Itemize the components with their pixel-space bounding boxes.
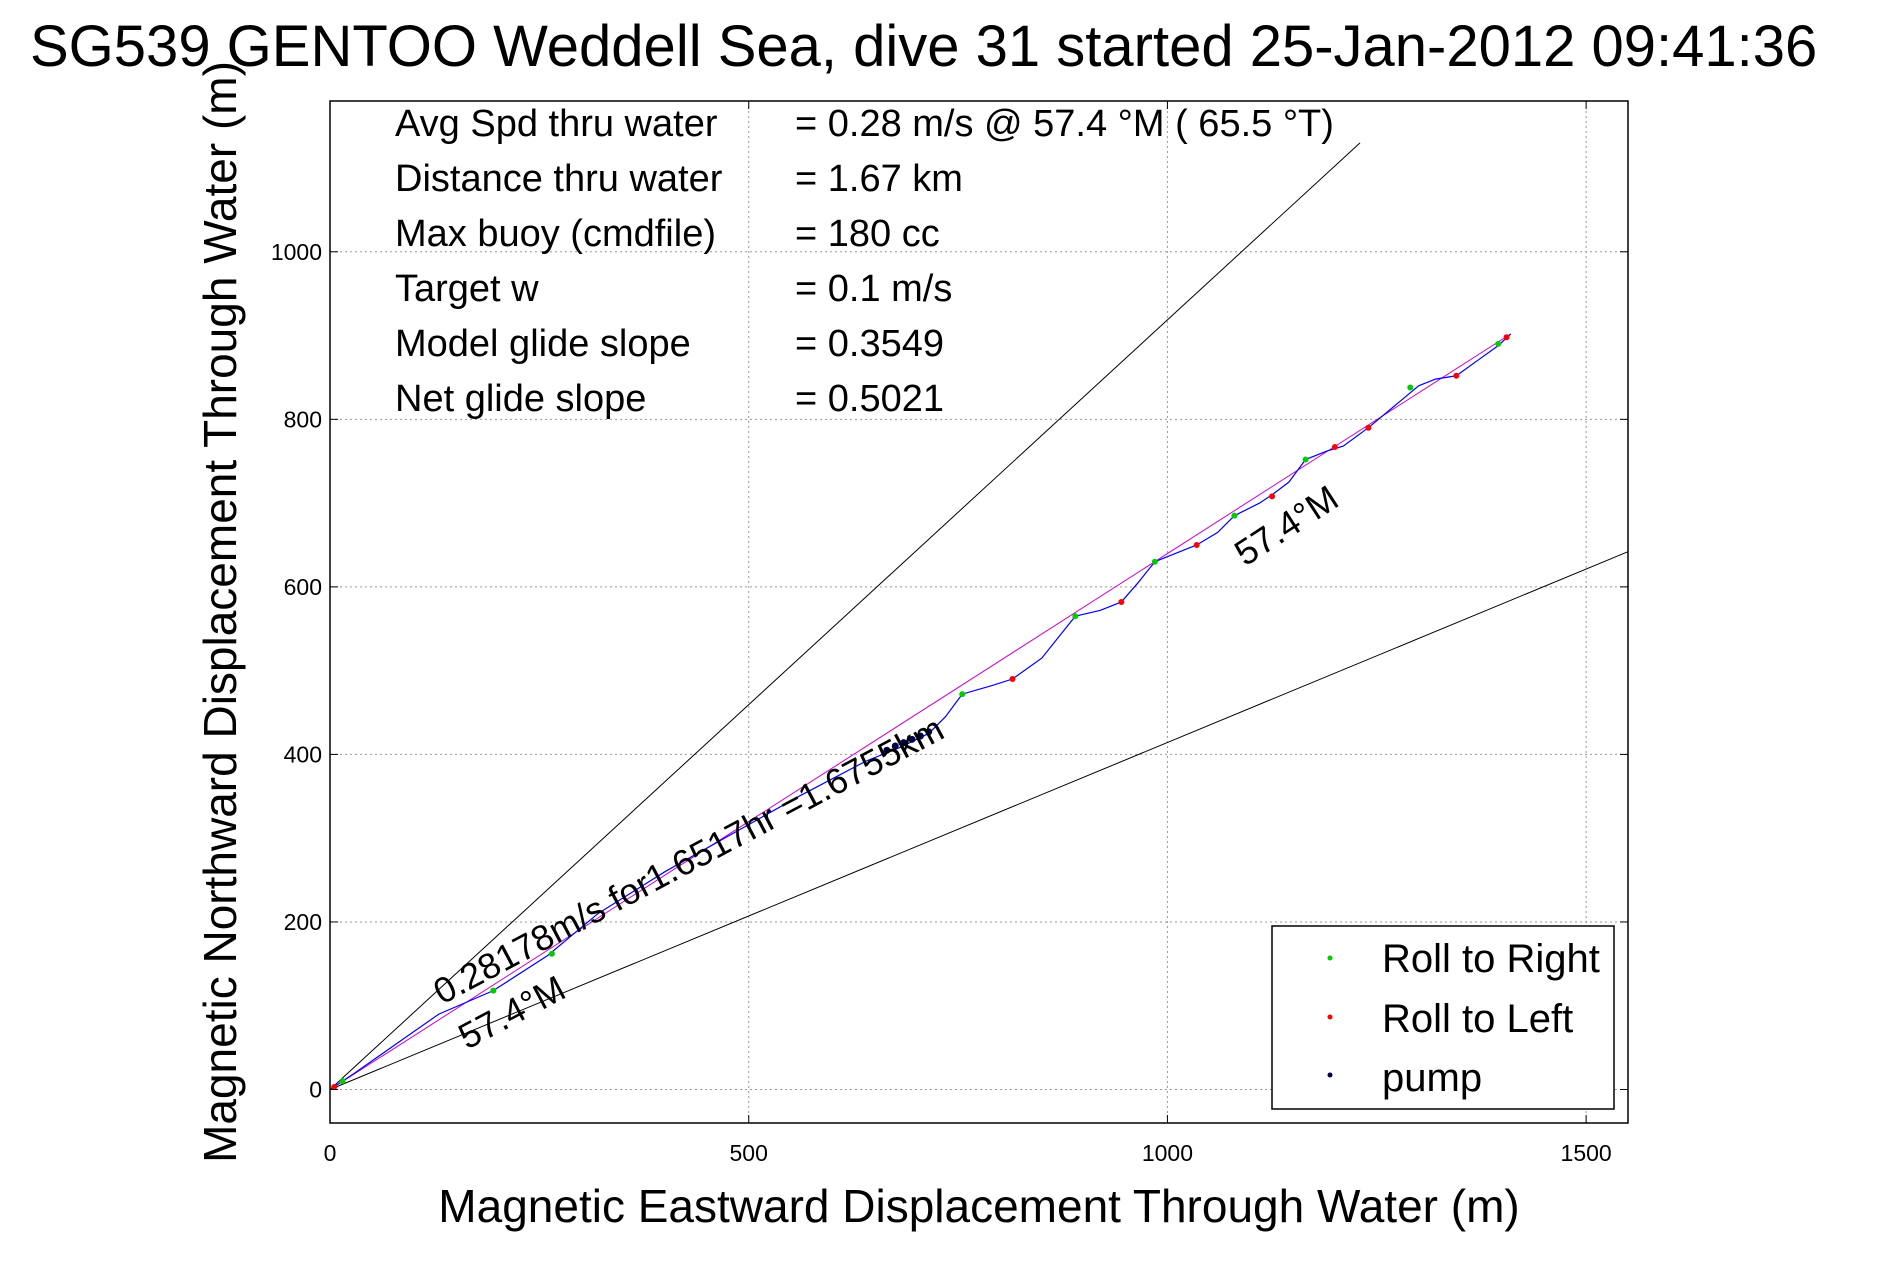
point-roll-to-right bbox=[1151, 558, 1158, 565]
info-label: Max buoy (cmdfile) bbox=[395, 213, 716, 255]
roll-points bbox=[331, 334, 1510, 1090]
y-tick-label: 800 bbox=[284, 406, 322, 432]
plot-frame bbox=[329, 100, 1629, 1124]
x-tick-label: 1500 bbox=[1561, 1140, 1612, 1166]
point-pump bbox=[916, 732, 924, 740]
guide-line-upper-bound bbox=[329, 142, 1361, 1090]
point-pump bbox=[900, 739, 908, 747]
point-roll-to-left bbox=[1118, 598, 1125, 605]
point-roll-to-left bbox=[1193, 541, 1200, 548]
x-ticks: 0 500 1000 1500 bbox=[324, 101, 1612, 1166]
point-roll-to-left bbox=[1009, 676, 1016, 683]
x-tick-label: 500 bbox=[730, 1140, 768, 1166]
point-roll-to-left bbox=[331, 1083, 338, 1090]
point-roll-to-left bbox=[1503, 334, 1510, 341]
point-pump bbox=[908, 735, 916, 743]
legend-marker-roll-left bbox=[1327, 1014, 1333, 1020]
y-tick-label: 200 bbox=[284, 909, 322, 935]
legend: Roll to Right Roll to Left pump bbox=[1271, 925, 1615, 1110]
info-box: Avg Spd thru water = 0.28 m/s @ 57.4 °M … bbox=[395, 103, 1334, 420]
x-axis-label: Magnetic Eastward Displacement Through W… bbox=[438, 1180, 1519, 1232]
legend-marker-roll-right bbox=[1327, 955, 1333, 961]
guide-line-heading-57.4M bbox=[329, 333, 1512, 1090]
info-label: Distance thru water bbox=[395, 158, 723, 200]
point-roll-to-left bbox=[1365, 424, 1372, 431]
info-value: = 0.5021 bbox=[795, 378, 944, 420]
y-tick-label: 0 bbox=[309, 1076, 322, 1102]
y-tick-label: 600 bbox=[284, 574, 322, 600]
y-axis-label: Magnetic Northward Displacement Through … bbox=[194, 61, 246, 1163]
point-pump bbox=[883, 746, 891, 754]
info-value: = 180 cc bbox=[795, 213, 940, 255]
point-roll-to-left bbox=[1331, 443, 1338, 450]
guide-lines bbox=[329, 142, 1629, 1090]
legend-label: pump bbox=[1382, 1056, 1482, 1100]
legend-marker-pump bbox=[1327, 1072, 1333, 1078]
legend-label: Roll to Right bbox=[1382, 937, 1600, 981]
info-label: Avg Spd thru water bbox=[395, 103, 718, 145]
point-roll-to-left bbox=[1453, 372, 1460, 379]
info-label: Target w bbox=[395, 268, 539, 310]
speed-annotation: 0.28178m/s for1.6517hr =1.6755km bbox=[427, 708, 951, 1012]
point-roll-to-right bbox=[1302, 456, 1309, 463]
info-value: = 0.1 m/s bbox=[795, 268, 952, 310]
y-tick-label: 400 bbox=[284, 741, 322, 767]
point-roll-to-left bbox=[1269, 493, 1276, 500]
info-label: Net glide slope bbox=[395, 378, 646, 420]
point-roll-to-right bbox=[490, 987, 497, 994]
info-value: = 1.67 km bbox=[795, 158, 963, 200]
point-roll-to-right bbox=[1495, 340, 1502, 347]
point-roll-to-right bbox=[959, 691, 966, 698]
point-roll-to-right bbox=[339, 1078, 346, 1085]
heading-annotation-upper: 57.4°M bbox=[1227, 477, 1345, 574]
point-roll-to-right bbox=[1407, 384, 1414, 391]
point-roll-to-right bbox=[548, 950, 555, 957]
info-value: = 0.3549 bbox=[795, 323, 944, 365]
point-pump bbox=[891, 742, 899, 750]
x-tick-label: 0 bbox=[324, 1140, 337, 1166]
point-roll-to-right bbox=[1231, 512, 1238, 519]
point-pump bbox=[925, 728, 933, 736]
chart-title: SG539 GENTOO Weddell Sea, dive 31 starte… bbox=[30, 14, 1817, 79]
point-roll-to-right bbox=[1072, 613, 1079, 620]
x-tick-label: 1000 bbox=[1142, 1140, 1193, 1166]
y-ticks: 0 200 400 600 800 1000 bbox=[271, 239, 1628, 1102]
y-tick-label: 1000 bbox=[271, 239, 322, 265]
guide-line-lower-bound bbox=[329, 551, 1629, 1090]
legend-label: Roll to Left bbox=[1382, 997, 1573, 1041]
info-label: Model glide slope bbox=[395, 323, 691, 365]
info-value: = 0.28 m/s @ 57.4 °M ( 65.5 °T) bbox=[795, 103, 1334, 145]
